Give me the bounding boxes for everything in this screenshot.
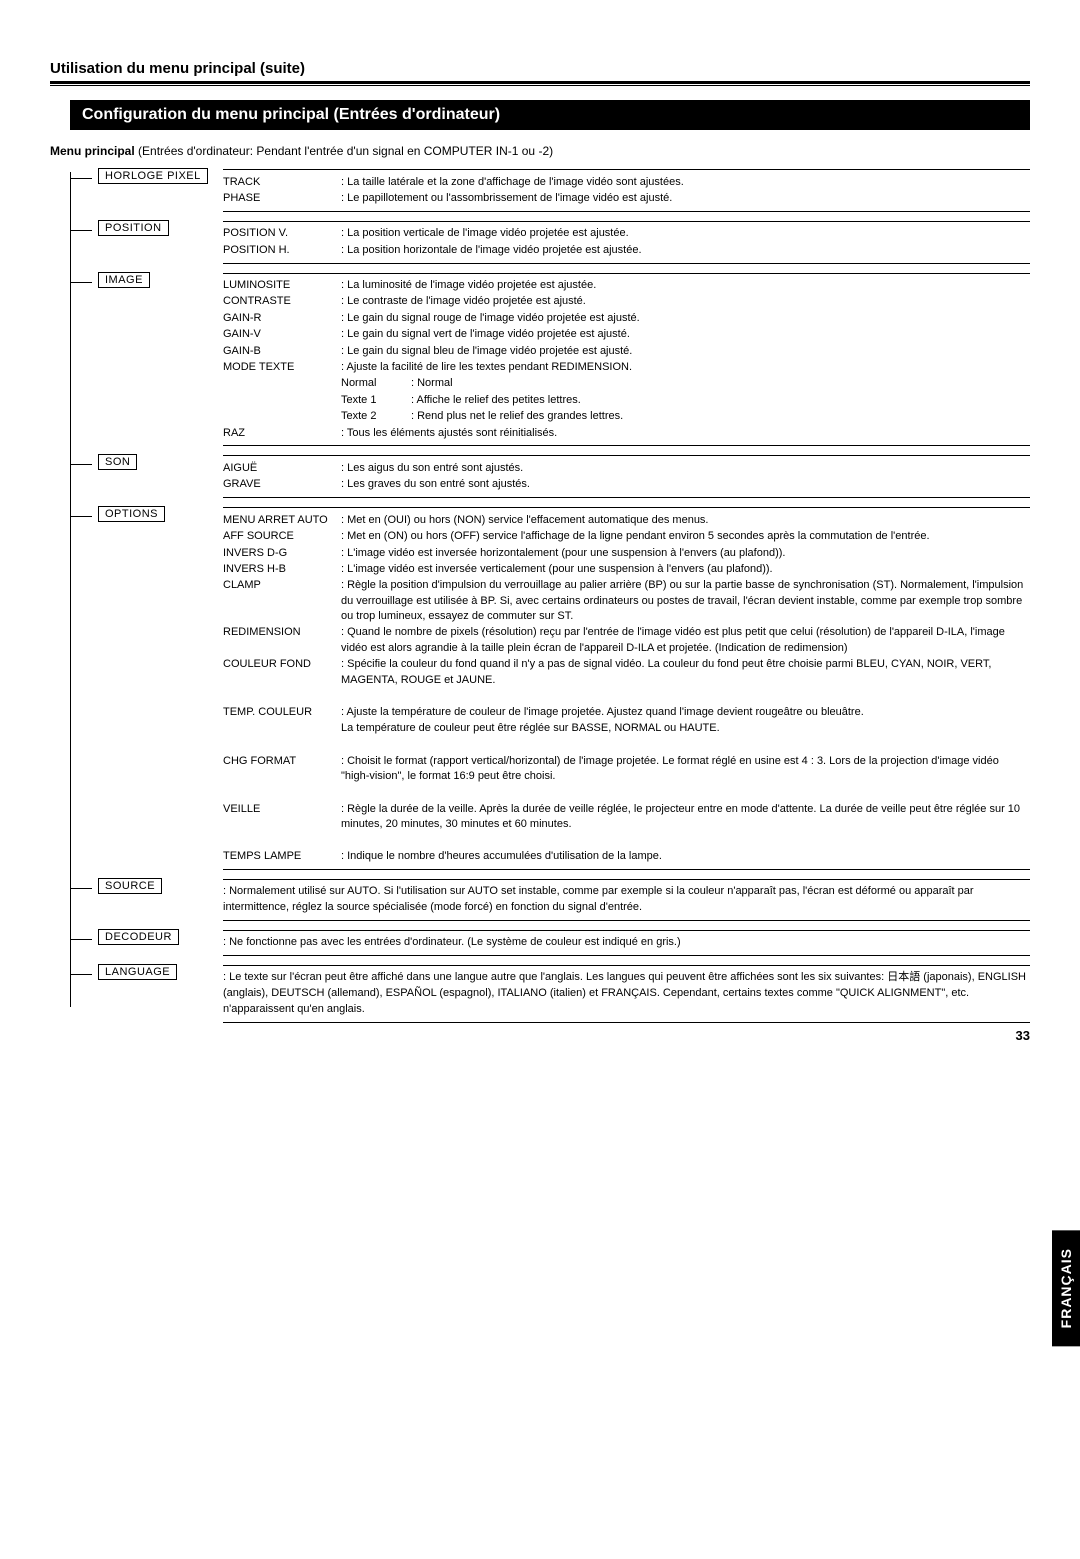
label-options: OPTIONS bbox=[98, 506, 165, 522]
content-options-veille: VEILLE: Règle la durée de la veille. Apr… bbox=[223, 797, 1030, 837]
branch bbox=[70, 516, 92, 517]
k: TRACK bbox=[223, 175, 341, 190]
node-horloge: HORLOGE PIXEL TRACK: La taille latérale … bbox=[70, 168, 1030, 212]
v: : Met en (OUI) ou hors (NON) service l'e… bbox=[341, 513, 1030, 528]
v: : Indique le nombre d'heures accumulées … bbox=[341, 849, 1030, 864]
section-bar: Configuration du menu principal (Entrées… bbox=[70, 100, 1030, 130]
content-son: AIGUË: Les aigus du son entré sont ajust… bbox=[223, 455, 1030, 498]
v: : Ajuste la température de couleur de l'… bbox=[341, 705, 1030, 720]
content-options-temp: TEMP. COULEUR: Ajuste la température de … bbox=[223, 701, 1030, 742]
content-position: POSITION V.: La position verticale de l'… bbox=[223, 221, 1030, 264]
node-son: SON AIGUË: Les aigus du son entré sont a… bbox=[70, 454, 1030, 498]
branch bbox=[70, 178, 92, 179]
v: Texte 1: Affiche le relief des petites l… bbox=[341, 393, 1030, 408]
v: : Règle la position d'impulsion du verro… bbox=[341, 578, 1030, 624]
k: GRAVE bbox=[223, 477, 341, 492]
doc-rule bbox=[50, 81, 1030, 86]
v: : Tous les éléments ajustés sont réiniti… bbox=[341, 426, 1030, 441]
v: : Choisit le format (rapport vertical/ho… bbox=[341, 754, 1030, 785]
page-number: 33 bbox=[1016, 1028, 1030, 1043]
v: : Ajuste la facilité de lire les textes … bbox=[341, 360, 1030, 375]
k: INVERS D-G bbox=[223, 546, 341, 561]
k: MODE TEXTE bbox=[223, 360, 341, 375]
k: GAIN-V bbox=[223, 327, 341, 342]
k: RAZ bbox=[223, 426, 341, 441]
label-horloge: HORLOGE PIXEL bbox=[98, 168, 208, 184]
node-language: LANGUAGE : Le texte sur l'écran peut êtr… bbox=[70, 964, 1030, 1023]
k: PHASE bbox=[223, 191, 341, 206]
label-image: IMAGE bbox=[98, 272, 150, 288]
v: : Les graves du son entré sont ajustés. bbox=[341, 477, 1030, 492]
content-options-temps: TEMPS LAMPE: Indique le nombre d'heures … bbox=[223, 845, 1030, 870]
v: : La position verticale de l'image vidéo… bbox=[341, 226, 1030, 241]
content-horloge: TRACK: La taille latérale et la zone d'a… bbox=[223, 169, 1030, 212]
branch bbox=[70, 939, 92, 940]
intro-line: Menu principal (Entrées d'ordinateur: Pe… bbox=[50, 144, 1030, 158]
v: : La luminosité de l'image vidéo projeté… bbox=[341, 278, 1030, 293]
content-options: MENU ARRET AUTO: Met en (OUI) ou hors (N… bbox=[223, 507, 1030, 692]
k: LUMINOSITE bbox=[223, 278, 341, 293]
node-position: POSITION POSITION V.: La position vertic… bbox=[70, 220, 1030, 264]
node-decodeur: DECODEUR : Ne fonctionne pas avec les en… bbox=[70, 929, 1030, 956]
branch bbox=[70, 230, 92, 231]
k: COULEUR FOND bbox=[223, 657, 341, 672]
label-language: LANGUAGE bbox=[98, 964, 177, 980]
content-decodeur: : Ne fonctionne pas avec les entrées d'o… bbox=[223, 930, 1030, 956]
content-options-chg: CHG FORMAT: Choisit le format (rapport v… bbox=[223, 749, 1030, 789]
v: : Spécifie la couleur du fond quand il n… bbox=[341, 657, 1030, 688]
k: CHG FORMAT bbox=[223, 754, 341, 769]
branch bbox=[70, 974, 92, 975]
v: : L'image vidéo est inversée verticaleme… bbox=[341, 562, 1030, 577]
content-source: : Normalement utilisé sur AUTO. Si l'uti… bbox=[223, 879, 1030, 921]
k: INVERS H-B bbox=[223, 562, 341, 577]
content-language: : Le texte sur l'écran peut être affiché… bbox=[223, 965, 1030, 1023]
menu-tree: HORLOGE PIXEL TRACK: La taille latérale … bbox=[70, 168, 1030, 1023]
k: TEMP. COULEUR bbox=[223, 705, 341, 720]
v: : La position horizontale de l'image vid… bbox=[341, 243, 1030, 258]
k: POSITION V. bbox=[223, 226, 341, 241]
v: : Le gain du signal rouge de l'image vid… bbox=[341, 311, 1030, 326]
v: : Le gain du signal vert de l'image vidé… bbox=[341, 327, 1030, 342]
intro-rest: (Entrées d'ordinateur: Pendant l'entrée … bbox=[138, 144, 553, 158]
v: : Règle la durée de la veille. Après la … bbox=[341, 802, 1030, 833]
node-options: OPTIONS MENU ARRET AUTO: Met en (OUI) ou… bbox=[70, 506, 1030, 870]
v: : Met en (ON) ou hors (OFF) service l'af… bbox=[341, 529, 1030, 544]
v: : L'image vidéo est inversée horizontale… bbox=[341, 546, 1030, 561]
v: : Quand le nombre de pixels (résolution)… bbox=[341, 625, 1030, 656]
v: : Le contraste de l'image vidéo projetée… bbox=[341, 294, 1030, 309]
v: La température de couleur peut être régl… bbox=[341, 721, 1030, 736]
k: AFF SOURCE bbox=[223, 529, 341, 544]
k: CLAMP bbox=[223, 578, 341, 593]
label-son: SON bbox=[98, 454, 137, 470]
node-source: SOURCE : Normalement utilisé sur AUTO. S… bbox=[70, 878, 1030, 921]
branch bbox=[70, 464, 92, 465]
side-tab: FRANÇAIS bbox=[1052, 1230, 1080, 1346]
label-source: SOURCE bbox=[98, 878, 162, 894]
doc-title: Utilisation du menu principal (suite) bbox=[50, 60, 1030, 77]
label-decodeur: DECODEUR bbox=[98, 929, 179, 945]
v: : La taille latérale et la zone d'affich… bbox=[341, 175, 1030, 190]
k: AIGUË bbox=[223, 461, 341, 476]
k: GAIN-B bbox=[223, 344, 341, 359]
branch bbox=[70, 282, 92, 283]
v: Texte 2: Rend plus net le relief des gra… bbox=[341, 409, 1030, 424]
intro-bold: Menu principal bbox=[50, 144, 135, 158]
content-image: LUMINOSITE: La luminosité de l'image vid… bbox=[223, 273, 1030, 447]
v: : Le papillotement ou l'assombrissement … bbox=[341, 191, 1030, 206]
k: POSITION H. bbox=[223, 243, 341, 258]
v: : Les aigus du son entré sont ajustés. bbox=[341, 461, 1030, 476]
k: CONTRASTE bbox=[223, 294, 341, 309]
k: REDIMENSION bbox=[223, 625, 341, 640]
node-image: IMAGE LUMINOSITE: La luminosité de l'ima… bbox=[70, 272, 1030, 447]
branch bbox=[70, 888, 92, 889]
k: TEMPS LAMPE bbox=[223, 849, 341, 864]
v: Normal: Normal bbox=[341, 376, 1030, 391]
k: GAIN-R bbox=[223, 311, 341, 326]
k: VEILLE bbox=[223, 802, 341, 817]
k: MENU ARRET AUTO bbox=[223, 513, 341, 528]
v: : Le gain du signal bleu de l'image vidé… bbox=[341, 344, 1030, 359]
label-position: POSITION bbox=[98, 220, 169, 236]
